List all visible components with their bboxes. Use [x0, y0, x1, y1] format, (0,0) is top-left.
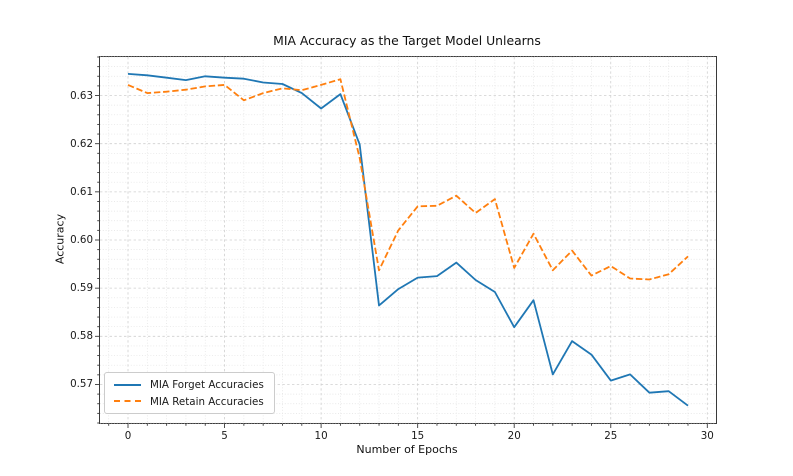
forget-line-sample-icon: [114, 384, 141, 387]
x-tick-label: 20: [507, 430, 521, 442]
x-axis-label: Number of Epochs: [356, 443, 458, 456]
y-tick-label: 0.58: [70, 330, 93, 343]
legend-label-forget: MIA Forget Accuracies: [150, 379, 264, 392]
x-tick-label: 5: [221, 430, 228, 442]
x-tick-label: 10: [314, 430, 328, 442]
legend-item-forget: MIA Forget Accuracies: [114, 379, 264, 392]
y-tick-label: 0.63: [70, 89, 93, 102]
forget-accuracy-line: [127, 73, 689, 407]
y-tick-label: 0.59: [70, 282, 93, 295]
retain-accuracy-line: [127, 78, 689, 281]
x-tick-label: 0: [124, 430, 132, 442]
legend: MIA Forget Accuracies MIA Retain Accurac…: [104, 372, 275, 414]
legend-item-retain: MIA Retain Accuracies: [114, 396, 264, 407]
x-tick-label: 25: [604, 430, 618, 442]
retain-line-sample-icon: [114, 400, 141, 403]
y-tick-label: 0.61: [70, 185, 93, 198]
legend-label-retain: MIA Retain Accuracies: [150, 395, 264, 408]
y-tick-label: 0.62: [70, 137, 93, 150]
y-tick-label: 0.57: [70, 378, 93, 391]
chart-title: MIA Accuracy as the Target Model Unlearn…: [273, 33, 541, 48]
x-tick-label: 15: [411, 430, 425, 442]
y-tick-label: 0.60: [70, 234, 93, 246]
plot-area: MIA Forget Accuracies MIA Retain Accurac…: [70, 56, 717, 442]
y-axis-label: Accuracy: [53, 213, 67, 265]
plot-svg: [95, 56, 716, 428]
x-tick-label: 30: [700, 430, 714, 442]
